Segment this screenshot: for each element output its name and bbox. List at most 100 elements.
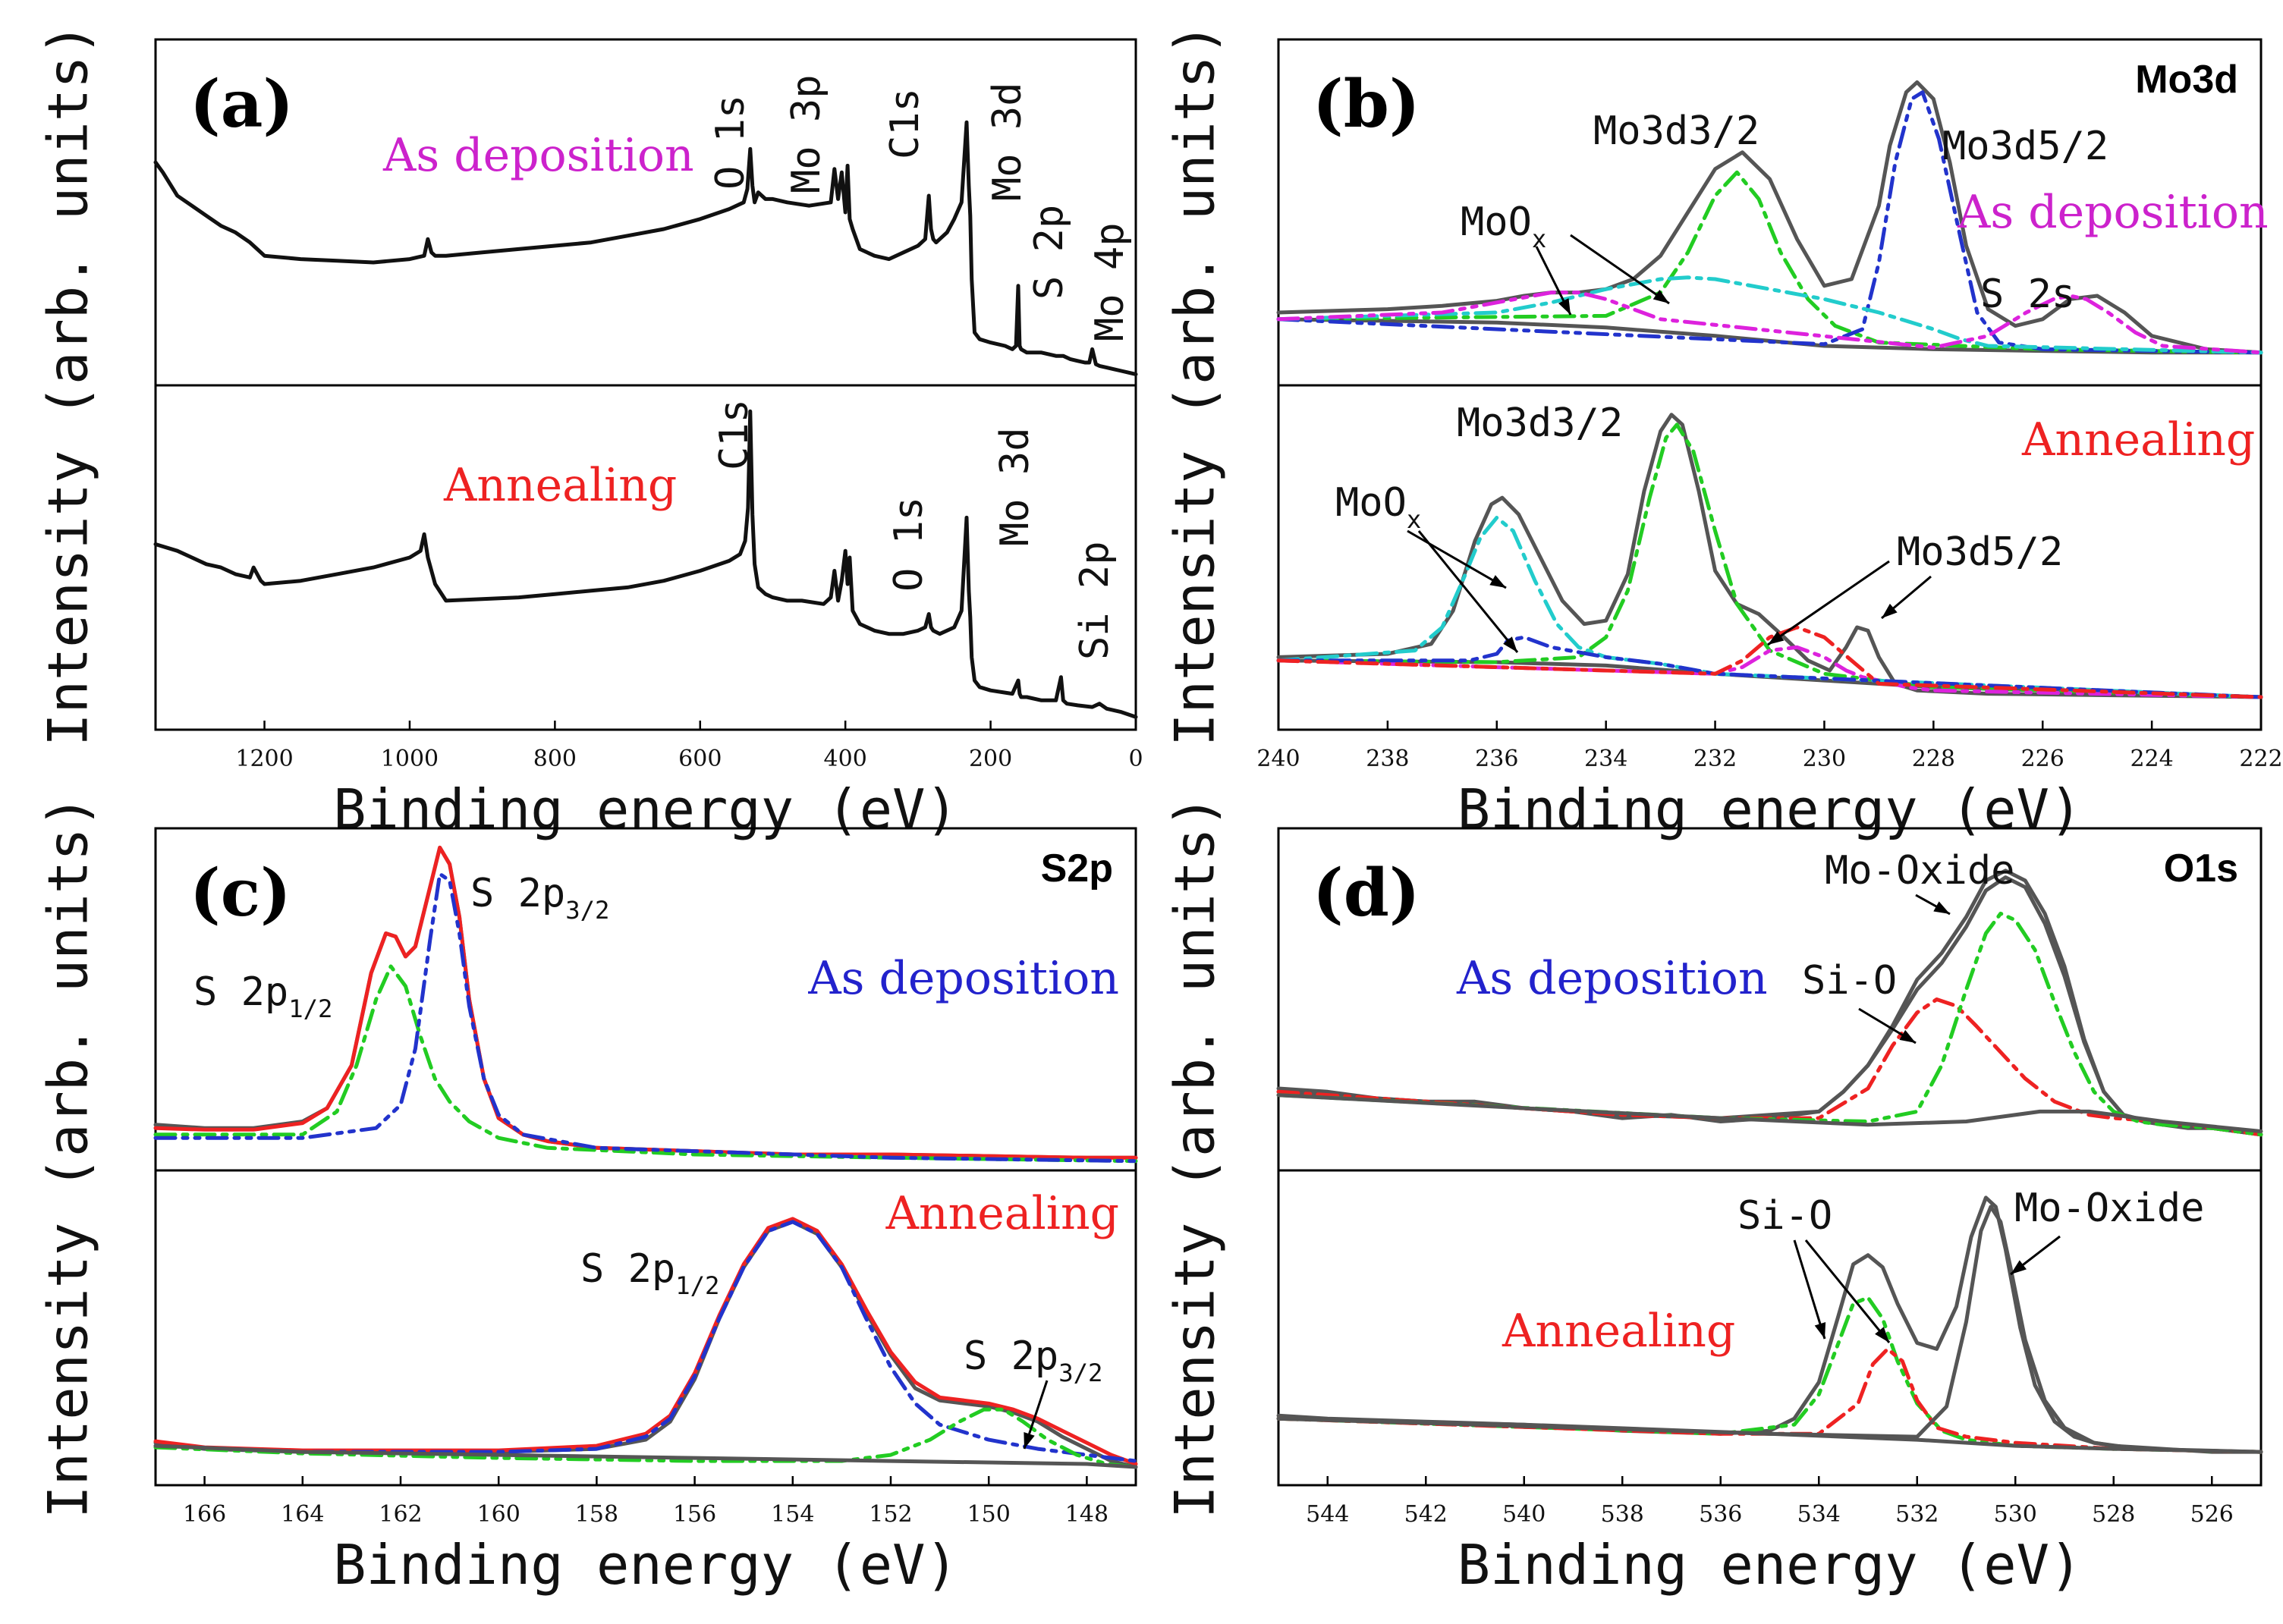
plot-frame <box>1277 827 2263 1487</box>
series-baseline <box>153 1443 1138 1469</box>
peak-label-si-o-annealing: Si-O <box>1737 1193 1832 1239</box>
peak-label-si-o: Si-O <box>1802 958 1897 1004</box>
peak-label-moox-annealing: MoOx <box>1335 480 1421 534</box>
series-raw <box>1276 869 2263 1137</box>
annotation-arrow <box>1407 529 1507 589</box>
peak-label-s2p: S 2p <box>1027 205 1072 300</box>
x-tick-label: 232 <box>1693 746 1737 772</box>
x-tick-label: 544 <box>1306 1501 1349 1528</box>
series-spectrum <box>153 120 1138 376</box>
peak-label-mo3d32-annealing: Mo3d3/2 <box>1457 401 1623 446</box>
x-tick-label: 240 <box>1256 746 1300 772</box>
series-spectrum <box>153 409 1138 719</box>
annotation-arrow <box>1767 560 1890 646</box>
x-tick-label: 162 <box>379 1501 422 1528</box>
condition-label-as-deposition: As deposition <box>382 129 694 182</box>
arrow-head <box>1024 1432 1035 1449</box>
x-tick-label: 534 <box>1797 1501 1841 1528</box>
panel-title: S2p <box>1041 847 1113 891</box>
x-tick-label: 160 <box>477 1501 520 1528</box>
arrow-head <box>1489 575 1506 588</box>
y-axis-label: Intensity (arb. units) <box>36 23 100 746</box>
peak-label-mo3d32: Mo3d3/2 <box>1593 108 1759 154</box>
series-s-2s <box>1276 291 2263 355</box>
peak-label-mo4p: Mo 4p <box>1087 222 1133 341</box>
series-mo3d5-2 <box>1276 90 2263 355</box>
x-tick-label: 542 <box>1404 1501 1448 1528</box>
peak-label-c1s-annealing: C1s <box>712 399 757 470</box>
series-mo-oxide <box>1276 911 2263 1137</box>
x-tick-label: 800 <box>533 746 577 772</box>
series-s-2p3-2 <box>153 872 1138 1164</box>
series-baseline <box>1276 1416 2263 1454</box>
x-tick-label: 238 <box>1366 746 1409 772</box>
x-tick-label: 400 <box>824 746 867 772</box>
condition-label-as-deposition: As deposition <box>807 952 1119 1005</box>
arrow-head <box>1814 1322 1826 1339</box>
condition-label-annealing: Annealing <box>443 459 677 512</box>
condition-label-as-deposition: As deposition <box>1456 952 1768 1005</box>
y-axis-label: Intensity (arb. units) <box>1163 23 1227 746</box>
condition-label-annealing: Annealing <box>2021 413 2255 466</box>
x-tick-label: 226 <box>2021 746 2064 772</box>
series-si-o-1 <box>1276 1296 2263 1454</box>
panel-a: 1200 1000 800 600 400 200 0 Binding energy (eV)… <box>36 23 1143 841</box>
x-tick-label: 154 <box>771 1501 814 1528</box>
x-tick-label: 152 <box>869 1501 912 1528</box>
series-s-2p3-2 <box>153 1407 1138 1469</box>
x-tick-label: 156 <box>673 1501 716 1528</box>
series-moox <box>1276 275 2263 355</box>
y-axis-label: Intensity (arb. units) <box>1163 795 1227 1519</box>
series-mo3d5-2 <box>1276 645 2263 699</box>
panel-title: O1s <box>2164 847 2238 891</box>
x-tick-label: 532 <box>1895 1501 1939 1528</box>
peak-label-s2p32-annealing: S 2p3/2 <box>964 1333 1102 1387</box>
peak-label-s2p12: S 2p1/2 <box>193 969 332 1023</box>
peak-label-mo3d-annealing: Mo 3d <box>992 427 1038 546</box>
arrow-head <box>1558 298 1571 315</box>
arrow-head <box>1899 1029 1916 1043</box>
panel-title: Mo3d <box>2135 58 2238 102</box>
x-tick-label: 234 <box>1584 746 1627 772</box>
y-axis-label: Intensity (arb. units) <box>36 795 100 1519</box>
peak-label-moox: MoOx <box>1461 199 1546 253</box>
series-fit <box>1276 875 2263 1137</box>
x-tick-label: 148 <box>1065 1501 1108 1528</box>
series-si-o-2 <box>1276 1346 2263 1454</box>
annotation-arrow <box>1804 1239 1891 1343</box>
x-tick-label: 540 <box>1502 1501 1546 1528</box>
peak-label-si2p: Si 2p <box>1072 541 1118 660</box>
series-fit <box>153 1217 1138 1466</box>
series-moox <box>1276 515 2263 699</box>
x-tick-label: 164 <box>281 1501 324 1528</box>
annotation-arrow <box>1570 234 1670 305</box>
x-tick-label: 1200 <box>235 746 293 772</box>
x-tick-label: 526 <box>2190 1501 2234 1528</box>
series-moox-2 <box>1276 635 2263 699</box>
arrow-head <box>1875 1327 1889 1343</box>
series-mo-oxide <box>1276 1205 2263 1454</box>
series-mo6- <box>1276 625 2263 699</box>
x-tick-label: 222 <box>2239 746 2282 772</box>
annotation-arrow <box>1417 530 1519 653</box>
condition-label-as-deposition: As deposition <box>1957 186 2269 239</box>
x-tick-label: 528 <box>2092 1501 2135 1528</box>
peak-label-o1s-annealing: O 1s <box>886 497 932 592</box>
series-envelope <box>1276 413 2263 699</box>
peak-label-o1s: O 1s <box>708 95 753 190</box>
arrow-head <box>1653 290 1669 303</box>
peak-label-mo3d52: Mo3d5/2 <box>1942 124 2108 169</box>
x-tick-label: 536 <box>1699 1501 1742 1528</box>
x-axis-label: Binding energy (eV) <box>1458 1533 2083 1597</box>
peak-label-s2s: S 2s <box>1980 272 2075 317</box>
x-tick-label: 158 <box>575 1501 618 1528</box>
series-baseline <box>1276 1093 2263 1133</box>
arrow-head <box>1503 636 1517 652</box>
peak-label-s2p32: S 2p3/2 <box>470 871 609 925</box>
x-axis-label: Binding energy (eV) <box>1458 777 2083 841</box>
peak-label-c1s: C1s <box>882 88 928 159</box>
peak-label-mo3d52-annealing: Mo3d5/2 <box>1897 529 2063 575</box>
peak-label-mo-oxide-annealing: Mo-Oxide <box>2014 1186 2204 1231</box>
panel-b: 240 238 236 234 232 230 228 226 224 222 Binding en… <box>1163 23 2283 841</box>
